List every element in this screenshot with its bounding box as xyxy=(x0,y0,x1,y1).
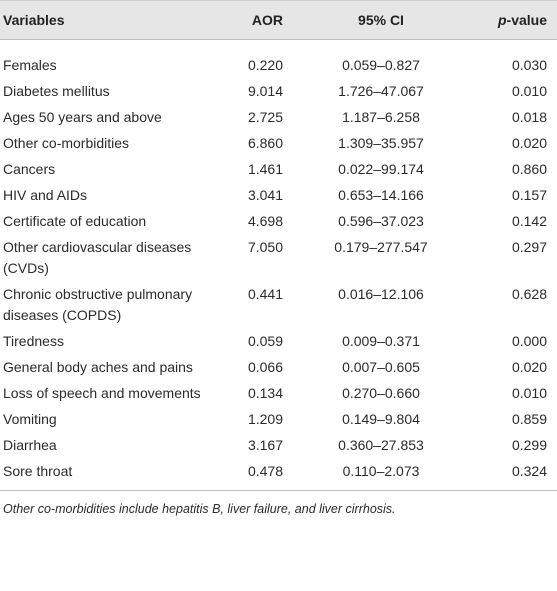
table-row: Females 0.220 0.059–0.827 0.030 xyxy=(0,40,557,79)
footnote-divider xyxy=(0,490,557,491)
table-row: Sore throat 0.478 0.110–2.073 0.324 xyxy=(0,458,557,490)
p-value-cell: 0.010 xyxy=(511,385,547,401)
variable-cell: Females xyxy=(3,57,57,73)
variable-cell: General body aches and pains xyxy=(3,359,193,375)
ci-cell: 0.653–14.166 xyxy=(338,187,424,203)
ci-cell: 0.149–9.804 xyxy=(342,411,420,427)
p-value-cell: 0.020 xyxy=(511,359,547,375)
table-row: Cancers 1.461 0.022–99.174 0.860 xyxy=(0,156,557,182)
table-row: Tiredness 0.059 0.009–0.371 0.000 xyxy=(0,328,557,354)
header-p-prefix: p xyxy=(497,11,507,28)
ci-cell: 1.726–47.067 xyxy=(338,83,424,99)
p-value-cell: 0.297 xyxy=(511,239,547,255)
p-value-cell: 0.299 xyxy=(511,437,547,453)
header-variables: Variables xyxy=(0,0,219,40)
results-table-container: Variables AOR 95% CI p-value Females 0.22… xyxy=(0,0,557,518)
p-value-cell: 0.860 xyxy=(511,161,547,177)
table-row: General body aches and pains 0.066 0.007–0… xyxy=(0,354,557,380)
table-row: Diarrhea 3.167 0.360–27.853 0.299 xyxy=(0,432,557,458)
aor-cell: 0.066 xyxy=(247,359,283,375)
variable-cell: Other cardiovascular diseases (CVDs) xyxy=(3,239,192,276)
aor-cell: 6.860 xyxy=(247,135,283,151)
aor-cell: 0.220 xyxy=(247,57,283,73)
header-p-value: p-value xyxy=(459,0,557,40)
variable-cell: Ages 50 years and above xyxy=(3,109,162,125)
header-p-suffix: -value xyxy=(506,11,547,28)
table-footnote: Other co-morbidities include hepatitis B… xyxy=(3,502,396,516)
aor-cell: 0.134 xyxy=(247,385,283,401)
ci-cell: 0.596–37.023 xyxy=(338,213,424,229)
p-value-cell: 0.628 xyxy=(511,286,547,302)
aor-cell: 7.050 xyxy=(247,239,283,255)
results-table: Variables AOR 95% CI p-value Females 0.22… xyxy=(0,0,557,491)
variable-cell: Diabetes mellitus xyxy=(3,83,110,99)
ci-cell: 0.009–0.371 xyxy=(342,333,420,349)
table-row: Vomiting 1.209 0.149–9.804 0.859 xyxy=(0,406,557,432)
variable-cell: Certificate of education xyxy=(3,213,147,229)
ci-cell: 0.022–99.174 xyxy=(338,161,424,177)
aor-cell: 4.698 xyxy=(247,213,283,229)
aor-cell: 0.478 xyxy=(247,463,283,479)
variable-cell: Cancers xyxy=(3,161,56,177)
p-value-cell: 0.000 xyxy=(511,333,547,349)
variable-cell: Other co-morbidities xyxy=(3,135,130,151)
table-row: Other cardiovascular diseases (CVDs) 7.05… xyxy=(0,234,557,281)
header-aor: AOR xyxy=(219,0,303,40)
ci-cell: 0.016–12.106 xyxy=(338,286,424,302)
table-row: Loss of speech and movements 0.134 0.270–0… xyxy=(0,380,557,406)
variable-cell: Tiredness xyxy=(3,333,64,349)
table-row: Other co-morbidities 6.860 1.309–35.957 0.0… xyxy=(0,130,557,156)
ci-cell: 0.360–27.853 xyxy=(338,437,424,453)
p-value-cell: 0.157 xyxy=(511,187,547,203)
table-row: Certificate of education 4.698 0.596–37.02… xyxy=(0,208,557,234)
table-row: Ages 50 years and above 2.725 1.187–6.258 0… xyxy=(0,104,557,130)
ci-cell: 0.007–0.605 xyxy=(342,359,420,375)
variable-cell: Loss of speech and movements xyxy=(3,385,201,401)
ci-cell: 0.270–0.660 xyxy=(342,385,420,401)
ci-cell: 0.059–0.827 xyxy=(342,57,420,73)
p-value-cell: 0.010 xyxy=(511,83,547,99)
aor-cell: 2.725 xyxy=(247,109,283,125)
table-body: Females 0.220 0.059–0.827 0.030 Diabetes mel… xyxy=(0,40,557,491)
table-row: HIV and AIDs 3.041 0.653–14.166 0.157 xyxy=(0,182,557,208)
ci-cell: 0.179–277.547 xyxy=(334,239,428,255)
p-value-cell: 0.018 xyxy=(511,109,547,125)
variable-cell: Chronic obstructive pulmonary diseases (… xyxy=(3,286,193,323)
variable-cell: Vomiting xyxy=(3,411,57,427)
p-value-cell: 0.324 xyxy=(511,463,547,479)
aor-cell: 3.041 xyxy=(247,187,283,203)
aor-cell: 1.461 xyxy=(247,161,283,177)
aor-cell: 1.209 xyxy=(247,411,283,427)
header-row: Variables AOR 95% CI p-value xyxy=(0,0,557,40)
table-row: Diabetes mellitus 9.014 1.726–47.067 0.010 xyxy=(0,78,557,104)
aor-cell: 0.059 xyxy=(247,333,283,349)
aor-cell: 9.014 xyxy=(247,83,283,99)
aor-cell: 3.167 xyxy=(247,437,283,453)
p-value-cell: 0.142 xyxy=(511,213,547,229)
ci-cell: 1.309–35.957 xyxy=(338,135,424,151)
variable-cell: HIV and AIDs xyxy=(3,187,88,203)
table-row: Chronic obstructive pulmonary diseases (… xyxy=(0,281,557,328)
variable-cell: Sore throat xyxy=(3,463,73,479)
table-header: Variables AOR 95% CI p-value xyxy=(0,0,557,40)
ci-cell: 1.187–6.258 xyxy=(342,109,420,125)
variable-cell: Diarrhea xyxy=(3,437,57,453)
p-value-cell: 0.030 xyxy=(511,57,547,73)
ci-cell: 0.110–2.073 xyxy=(342,463,420,479)
p-value-cell: 0.859 xyxy=(511,411,547,427)
header-ci: 95% CI xyxy=(303,0,459,40)
aor-cell: 0.441 xyxy=(247,286,283,302)
p-value-cell: 0.020 xyxy=(511,135,547,151)
